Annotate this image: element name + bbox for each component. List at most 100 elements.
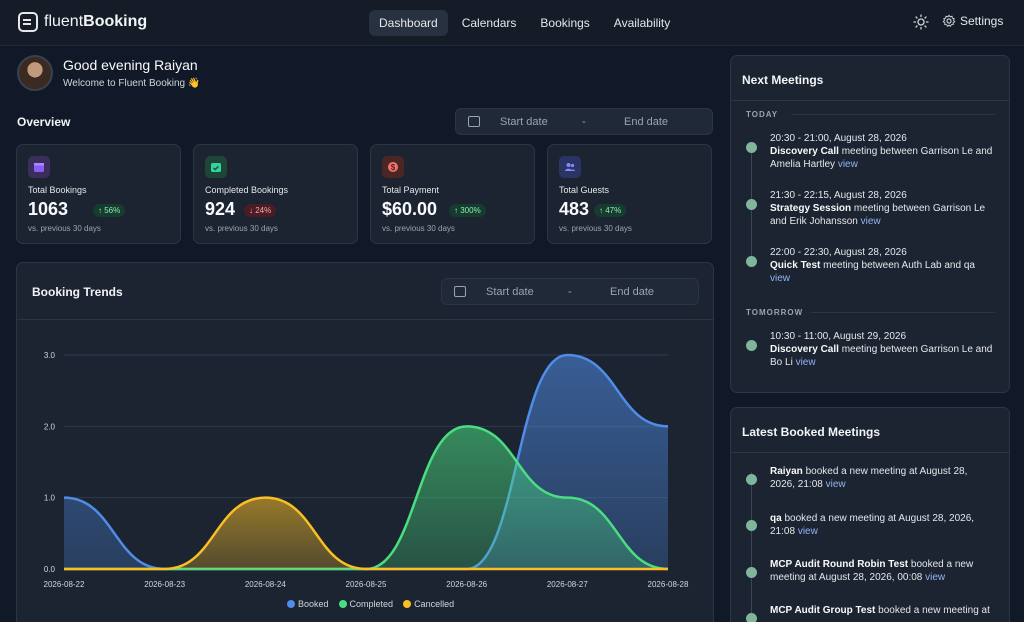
view-link[interactable]: view xyxy=(795,357,816,368)
calendar-check-icon xyxy=(205,156,227,178)
legend-cancelled[interactable]: Cancelled xyxy=(403,599,454,609)
stat-card-completed-bookings: Completed Bookings 924 ↓ 24% vs. previou… xyxy=(193,144,358,244)
view-link[interactable]: view xyxy=(797,526,818,537)
series-line-cancelled xyxy=(64,496,668,571)
greeting: Good evening Raiyan Welcome to Fluent Bo… xyxy=(17,55,200,91)
logo-text: fluentBooking xyxy=(44,13,148,30)
stat-card-total-guests: Total Guests 483 ↑ 47% vs. previous 30 d… xyxy=(547,144,712,244)
stat-footnote: vs. previous 30 days xyxy=(382,224,455,233)
nav-dashboard[interactable]: Dashboard xyxy=(369,10,448,36)
start-date-input[interactable]: Start date xyxy=(486,285,534,298)
end-date-input[interactable]: End date xyxy=(624,115,669,128)
trends-title: Booking Trends xyxy=(32,285,123,299)
x-tick-label: 2026-08-23 xyxy=(144,580,185,589)
next-meetings-title: Next Meetings xyxy=(742,73,824,87)
x-tick-label: 2026-08-25 xyxy=(346,580,387,589)
booking-item: Raiyan booked a new meeting at August 28… xyxy=(770,466,968,490)
app-logo[interactable]: fluentBooking xyxy=(18,12,147,32)
stat-card-total-payment: $ Total Payment $60.00 ↑ 300% vs. previo… xyxy=(370,144,535,244)
meeting-item: 22:00 - 22:30, August 28, 2026 Quick Tes… xyxy=(770,247,975,284)
date-separator: - xyxy=(582,115,586,128)
logo-icon xyxy=(18,12,38,32)
timeline-dot xyxy=(746,613,757,622)
calendar-icon xyxy=(28,156,50,178)
y-tick-label: 3.0 xyxy=(44,351,56,360)
avatar[interactable] xyxy=(17,55,53,91)
trends-date-range[interactable]: Start date - End date xyxy=(441,278,699,305)
stat-label: Total Payment xyxy=(382,185,440,195)
meeting-item: 21:30 - 22:15, August 28, 2026 Strategy … xyxy=(770,190,986,227)
end-date-input[interactable]: End date xyxy=(610,285,655,298)
calendar-icon xyxy=(454,286,466,297)
series-area-cancelled xyxy=(64,497,668,569)
view-link[interactable]: view xyxy=(770,273,791,284)
booking-item: MCP Audit Round Robin Test booked a new … xyxy=(770,559,974,583)
view-link[interactable]: view xyxy=(825,479,846,490)
next-meetings-panel: Next Meetings TODAY 20:30 - 21:00, Augus… xyxy=(730,55,1010,393)
y-tick-label: 2.0 xyxy=(44,422,56,431)
svg-text:$: $ xyxy=(391,163,396,172)
view-link[interactable]: view xyxy=(860,216,881,227)
timeline-dot xyxy=(746,520,757,531)
chart-legend: Booked Completed Cancelled xyxy=(287,599,454,609)
y-tick-label: 1.0 xyxy=(44,494,56,503)
timeline-dot xyxy=(746,340,757,351)
sun-icon[interactable] xyxy=(913,14,929,30)
stat-label: Total Guests xyxy=(559,185,610,195)
meeting-item: 20:30 - 21:00, August 28, 2026 Discovery… xyxy=(770,133,993,170)
y-tick-label: 0.0 xyxy=(44,565,56,574)
stat-change-badge: ↑ 300% xyxy=(449,204,486,217)
view-link[interactable]: view xyxy=(837,159,858,170)
x-tick-label: 2026-08-28 xyxy=(648,580,689,589)
day-label-tomorrow: TOMORROW xyxy=(746,308,804,317)
stat-change-badge: ↓ 24% xyxy=(244,204,277,217)
greeting-title: Good evening Raiyan xyxy=(63,57,198,73)
date-separator: - xyxy=(568,285,572,298)
latest-booked-title: Latest Booked Meetings xyxy=(742,425,881,439)
stat-card-total-bookings: Total Bookings 1063 ↑ 56% vs. previous 3… xyxy=(16,144,181,244)
legend-booked[interactable]: Booked xyxy=(287,599,329,609)
dollar-icon: $ xyxy=(382,156,404,178)
stat-footnote: vs. previous 30 days xyxy=(559,224,632,233)
booking-trends-chart: 0.0 1.0 2.0 3.0 2026-08-22 2026-08-23 2026-08-… xyxy=(44,351,689,589)
settings-button[interactable]: Settings xyxy=(942,14,1003,28)
timeline-dot xyxy=(746,567,757,578)
stat-footnote: vs. previous 30 days xyxy=(205,224,278,233)
latest-booked-panel: Latest Booked Meetings Raiyan booked a n… xyxy=(730,407,1010,622)
timeline-dot xyxy=(746,474,757,485)
nav-availability[interactable]: Availability xyxy=(613,16,671,30)
meeting-item: 10:30 - 11:00, August 29, 2026 Discovery… xyxy=(770,331,993,368)
timeline-dot xyxy=(746,199,757,210)
stat-value: 1063 xyxy=(28,199,69,219)
stat-change-badge: ↑ 47% xyxy=(594,204,627,217)
booking-item: MCP Audit Group Test booked a new meetin… xyxy=(770,605,990,616)
legend-completed[interactable]: Completed xyxy=(338,599,393,609)
stat-footnote: vs. previous 30 days xyxy=(28,224,101,233)
stat-label: Total Bookings xyxy=(28,185,87,195)
day-label-today: TODAY xyxy=(746,110,779,119)
nav-bookings[interactable]: Bookings xyxy=(540,16,590,30)
top-bar: fluentBooking Dashboard Calendars Bookin… xyxy=(0,0,1024,46)
nav-calendars[interactable]: Calendars xyxy=(461,16,517,30)
x-tick-label: 2026-08-22 xyxy=(44,580,85,589)
greeting-subtitle: Welcome to Fluent Booking 👋 xyxy=(63,78,201,89)
calendar-icon xyxy=(468,116,480,127)
view-link[interactable]: view xyxy=(925,572,946,583)
stat-value: 924 xyxy=(205,199,236,219)
stat-change-badge: ↑ 56% xyxy=(93,204,126,217)
booking-item: qa booked a new meeting at August 28, 20… xyxy=(770,513,975,537)
trends-header: Booking Trends Start date - End date xyxy=(17,263,713,320)
main-nav: Dashboard Calendars Bookings Availabilit… xyxy=(369,10,680,36)
booking-trends-panel: Booking Trends Start date - End date 0.0… xyxy=(16,262,714,622)
timeline-dot xyxy=(746,256,757,267)
x-tick-label: 2026-08-24 xyxy=(245,580,286,589)
x-tick-label: 2026-08-26 xyxy=(446,580,487,589)
start-date-input[interactable]: Start date xyxy=(500,115,548,128)
series-area-completed xyxy=(64,426,668,569)
timeline-dot xyxy=(746,142,757,153)
stat-value: 483 xyxy=(559,199,590,219)
stat-value: $60.00 xyxy=(382,199,438,219)
overview-date-range[interactable]: Start date - End date xyxy=(455,108,713,135)
users-icon xyxy=(559,156,581,178)
settings-label: Settings xyxy=(960,14,1004,28)
